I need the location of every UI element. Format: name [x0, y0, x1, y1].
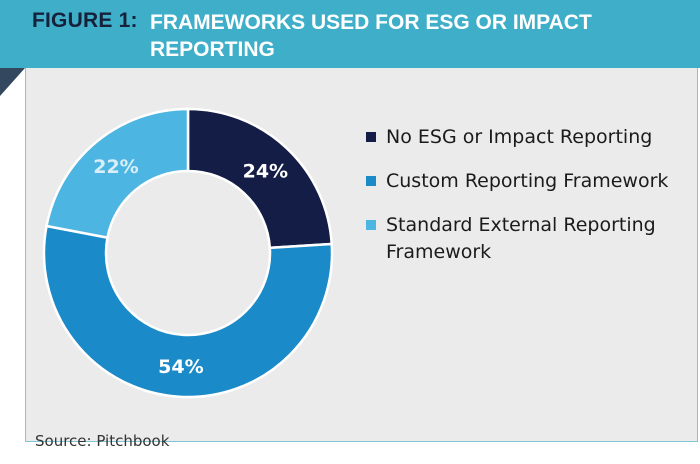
legend-swatch: [366, 176, 376, 186]
donut-slice: [42, 224, 334, 399]
legend-label: Standard External Reporting Framework: [386, 214, 656, 263]
figure-header: FIGURE 1: FRAMEWORKS USED FOR ESG OR IMP…: [0, 0, 700, 68]
data-label: 24%: [243, 161, 288, 183]
legend-item: No ESG or Impact Reporting: [366, 124, 696, 151]
figure-label: FIGURE 1:: [32, 9, 138, 32]
data-label: 54%: [158, 356, 203, 378]
legend-item: Custom Reporting Framework: [366, 168, 696, 195]
legend-label: Custom Reporting Framework: [386, 170, 669, 192]
donut-slice: [45, 107, 190, 240]
legend-swatch: [366, 220, 376, 230]
data-label: 22%: [93, 156, 138, 178]
donut-slice: [186, 107, 334, 250]
source-note: Source: Pitchbook: [35, 432, 170, 450]
figure-title: FRAMEWORKS USED FOR ESG OR IMPACT REPORT…: [150, 11, 592, 61]
legend-item: Standard External Reporting Framework: [366, 212, 696, 266]
legend: No ESG or Impact Reporting Custom Report…: [366, 124, 696, 283]
legend-label: No ESG or Impact Reporting: [386, 126, 653, 148]
legend-swatch: [366, 132, 376, 142]
